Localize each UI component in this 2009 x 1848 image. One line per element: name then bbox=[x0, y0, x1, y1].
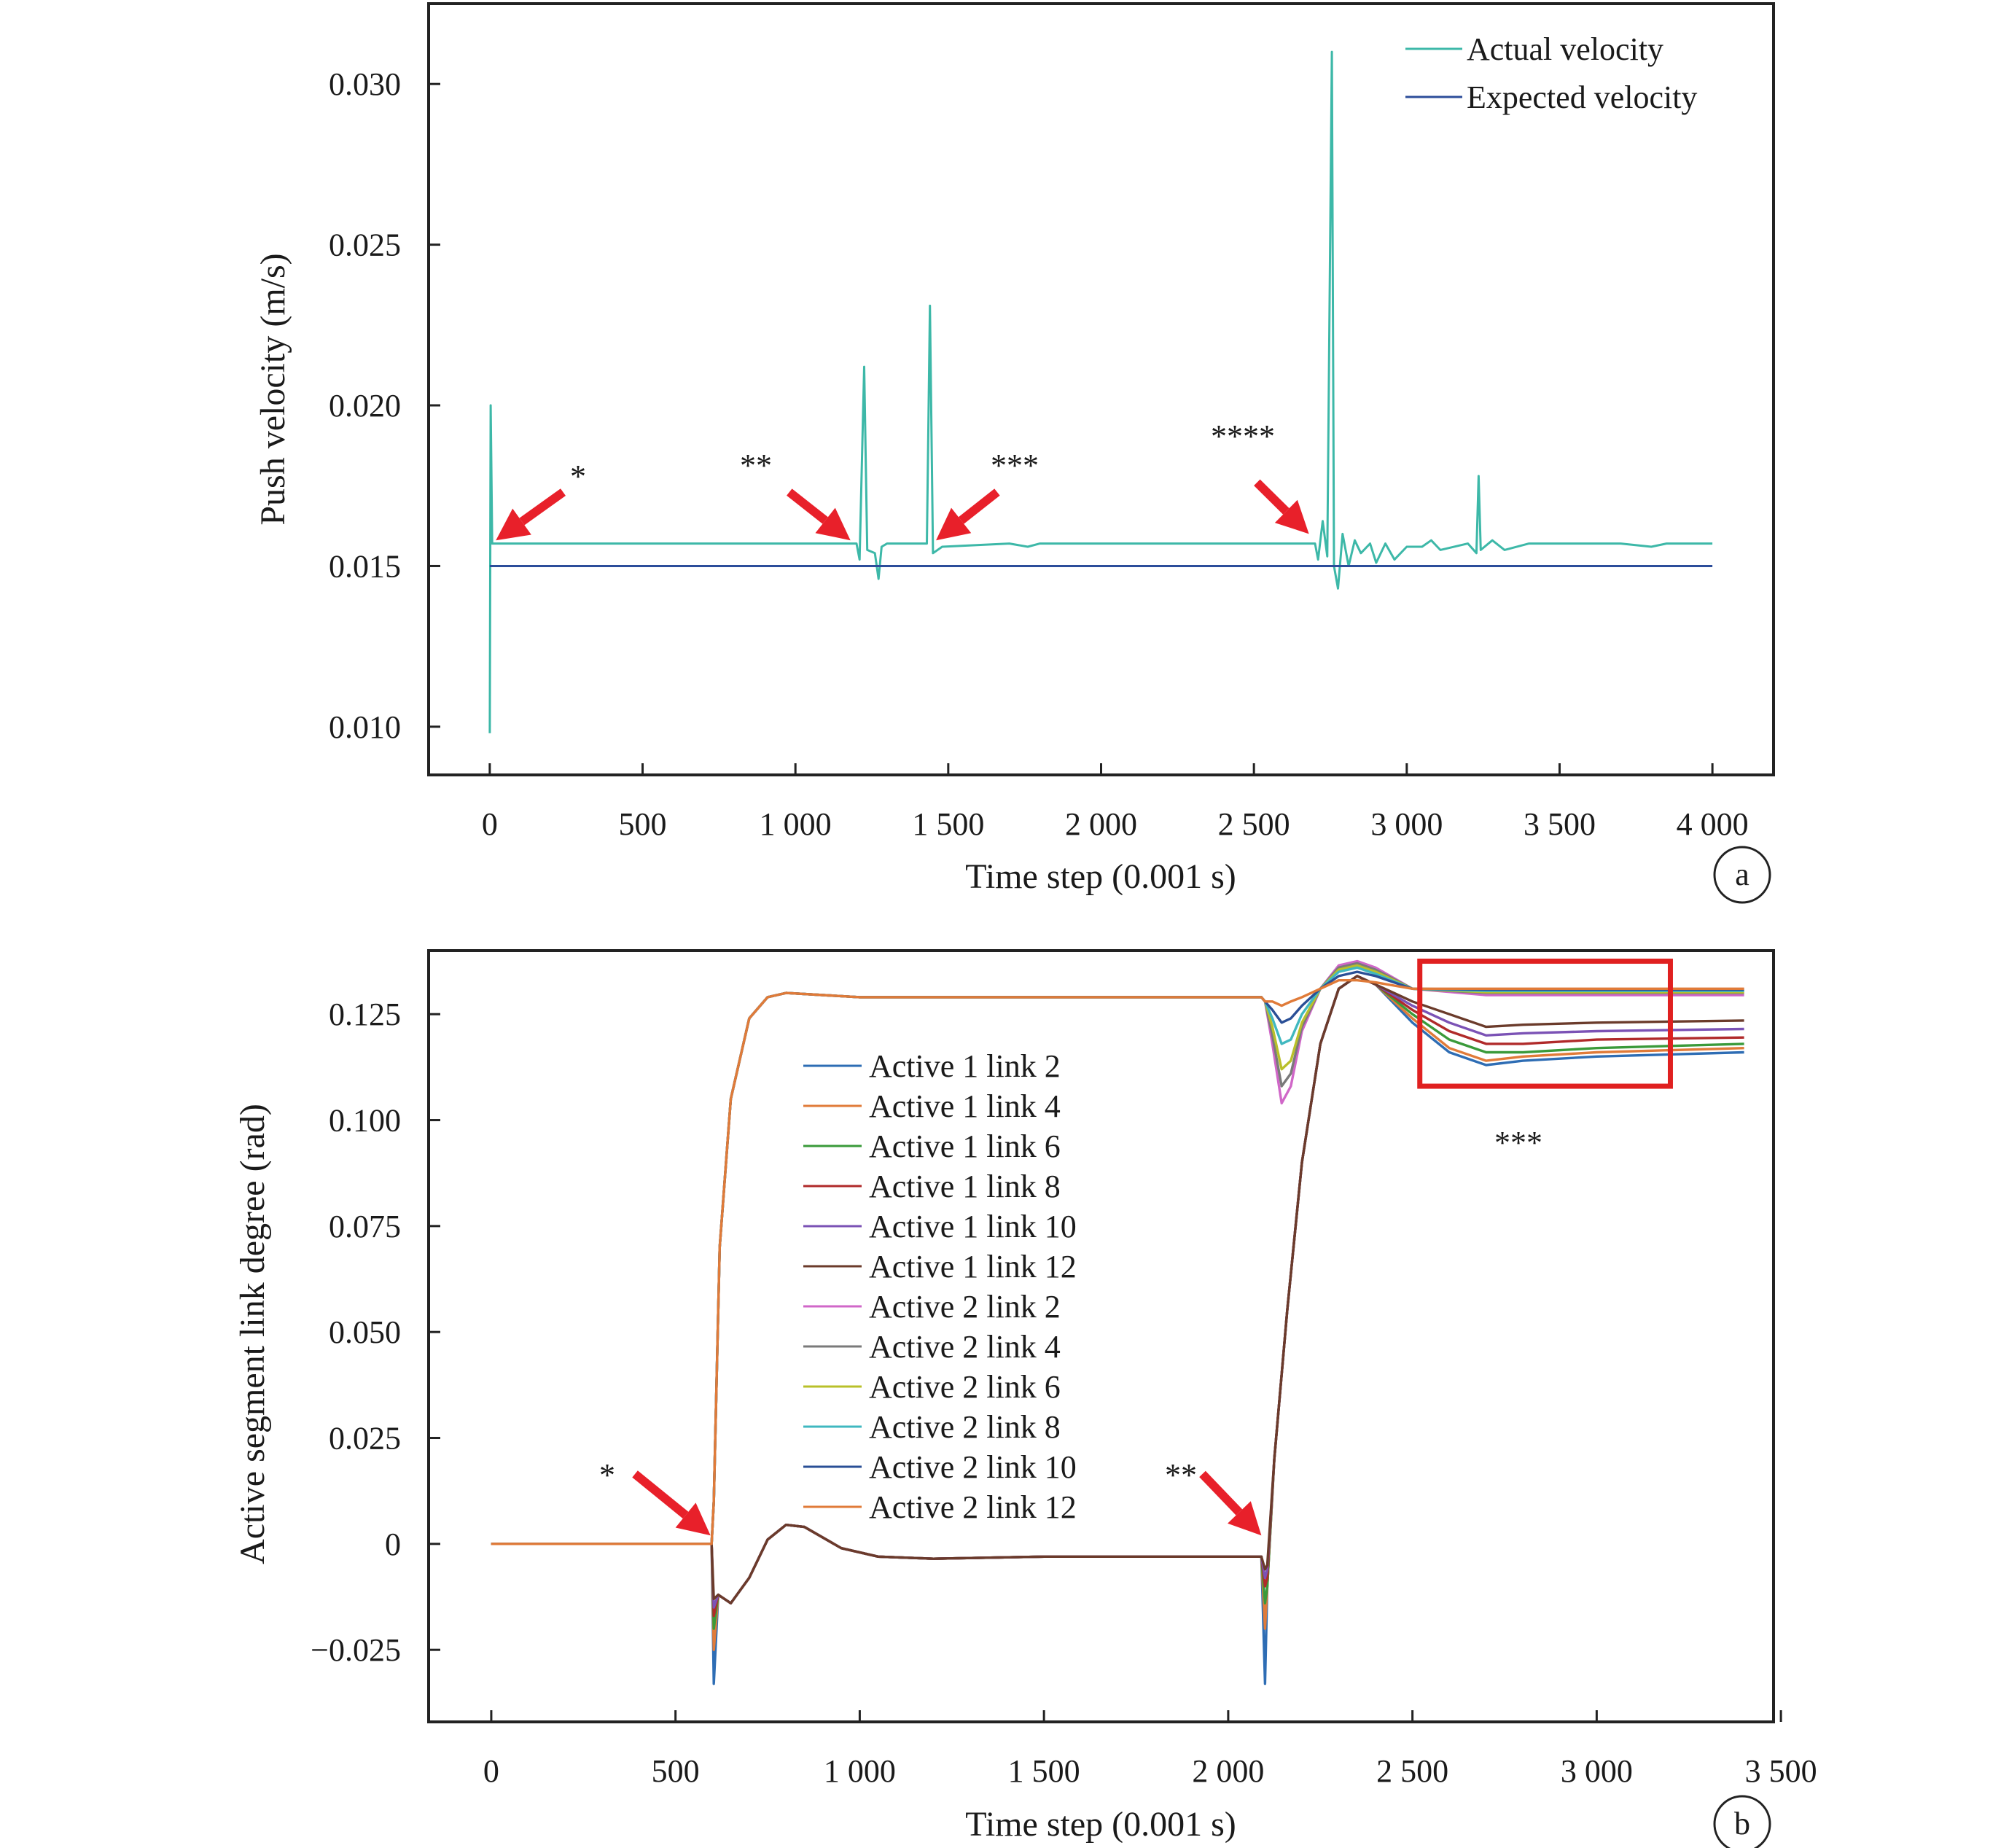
y-tick-label: 0.030 bbox=[329, 66, 401, 102]
y-tick-label: 0 bbox=[385, 1527, 401, 1562]
panel-a-letter-badge bbox=[1713, 846, 1771, 904]
panel-a-letter: a bbox=[1735, 857, 1749, 892]
panel-a-annotation-4: **** bbox=[1211, 418, 1275, 454]
panel-a-x-axis-title: Time step (0.001 s) bbox=[965, 857, 1236, 896]
x-tick-label: 500 bbox=[619, 806, 667, 842]
series-line-actual-velocity bbox=[488, 50, 1713, 733]
panel-b-x-axis-title: Time step (0.001 s) bbox=[965, 1805, 1236, 1844]
x-tick-label: 4 000 bbox=[1677, 806, 1749, 842]
panel-b-annotation-1: * bbox=[599, 1457, 615, 1493]
x-tick-label: 1 500 bbox=[912, 806, 984, 842]
panel-a-annotation-1: * bbox=[570, 459, 586, 494]
red-arrow bbox=[632, 1470, 711, 1536]
legend-label-active-2-link-10: Active 2 link 10 bbox=[869, 1449, 1077, 1485]
panel-b-annotation-3: *** bbox=[1494, 1125, 1542, 1161]
y-tick-label: 0.075 bbox=[329, 1209, 401, 1244]
panel-a-arrows-layer bbox=[496, 479, 1309, 541]
x-tick-label: 1 000 bbox=[824, 1753, 896, 1789]
x-tick-label: 500 bbox=[652, 1753, 700, 1789]
y-tick-label: 0.015 bbox=[329, 548, 401, 584]
panel-b-letter-badge bbox=[1713, 1795, 1771, 1848]
legend-label-active-2-link-4: Active 2 link 4 bbox=[869, 1329, 1061, 1365]
panel-b-arrows-layer bbox=[632, 1470, 1262, 1536]
y-tick-label: 0.125 bbox=[329, 997, 401, 1032]
x-tick-label: 3 500 bbox=[1524, 806, 1596, 842]
legend-label-active-2-link-6: Active 2 link 6 bbox=[869, 1369, 1061, 1405]
panel-b-y-axis-title: Active segment link degree (rad) bbox=[233, 1104, 272, 1564]
x-tick-label: 2 500 bbox=[1376, 1753, 1448, 1789]
x-tick-label: 1 000 bbox=[760, 806, 832, 842]
legend-label-active-1-link-6: Active 1 link 6 bbox=[869, 1128, 1061, 1164]
panel-a-annotation-3: *** bbox=[991, 448, 1039, 483]
panel-b-x-ticks: 0 500 1 000 1 500 2 000 2 500 3 000 3 500 bbox=[483, 1710, 1817, 1789]
x-tick-label: 0 bbox=[483, 1753, 499, 1789]
panel-a-legend: Actual velocity Expected velocity bbox=[1405, 31, 1697, 115]
legend-label-active-1-link-2: Active 1 link 2 bbox=[869, 1048, 1061, 1084]
panel-b-series-layer bbox=[491, 959, 1744, 1685]
x-tick-label: 0 bbox=[482, 806, 498, 842]
y-tick-label: 0.020 bbox=[329, 388, 401, 424]
panel-b-annotation-2: ** bbox=[1165, 1457, 1197, 1493]
y-tick-label: 0.025 bbox=[329, 1421, 401, 1457]
panel-b-highlight-box bbox=[1417, 959, 1673, 1089]
red-arrow bbox=[936, 488, 1000, 541]
legend-label-active-2-link-8: Active 2 link 8 bbox=[869, 1409, 1061, 1445]
red-arrow bbox=[1254, 479, 1309, 534]
panel-b-letter: b bbox=[1734, 1806, 1750, 1841]
legend-label-active-1-link-12: Active 1 link 12 bbox=[869, 1249, 1077, 1284]
panel-a-series-layer bbox=[488, 50, 1713, 733]
legend-label-active-1-link-8: Active 1 link 8 bbox=[869, 1169, 1061, 1204]
x-tick-label: 3 000 bbox=[1561, 1753, 1633, 1789]
y-tick-label: 0.100 bbox=[329, 1103, 401, 1139]
panel-a-annotation-2: ** bbox=[740, 448, 772, 483]
y-tick-label: 0.050 bbox=[329, 1314, 401, 1350]
series-line-active-2-link-12 bbox=[491, 979, 1744, 1545]
red-arrow bbox=[1199, 1470, 1262, 1536]
panel-b-legend: Active 1 link 2 Active 1 link 4 Active 1 l… bbox=[803, 1048, 1077, 1525]
y-tick-label: 0.025 bbox=[329, 227, 401, 263]
series-line-active-1-link-12 bbox=[491, 975, 1744, 1605]
legend-label-active-2-link-12: Active 2 link 12 bbox=[869, 1489, 1077, 1525]
y-tick-label: 0.010 bbox=[329, 709, 401, 745]
panel-b-y-ticks: −0.025 0 0.025 0.050 0.075 0.100 0.125 bbox=[311, 997, 440, 1668]
legend-label-actual-velocity: Actual velocity bbox=[1467, 31, 1663, 67]
panel-a-y-axis-title: Push velocity (m/s) bbox=[254, 253, 292, 525]
red-arrow bbox=[496, 488, 566, 541]
x-tick-label: 3 000 bbox=[1370, 806, 1443, 842]
panel-a-y-ticks: 0.010 0.015 0.020 0.025 0.030 bbox=[329, 66, 440, 745]
x-tick-label: 2 000 bbox=[1065, 806, 1137, 842]
panel-b-frame bbox=[427, 949, 1775, 1723]
panel-a-x-ticks: 0 500 1 000 1 500 2 000 2 500 3 000 3 500 4 000 bbox=[482, 763, 1749, 842]
x-tick-label: 3 500 bbox=[1745, 1753, 1817, 1789]
legend-label-expected-velocity: Expected velocity bbox=[1467, 79, 1697, 115]
x-tick-label: 2 500 bbox=[1218, 806, 1290, 842]
red-arrow bbox=[787, 488, 851, 541]
legend-label-active-1-link-10: Active 1 link 10 bbox=[869, 1209, 1077, 1244]
y-tick-label: −0.025 bbox=[311, 1632, 401, 1668]
panel-a-chart: 0 500 1 000 1 500 2 000 2 500 3 000 3 500 4 000 … bbox=[254, 2, 1775, 904]
panel-b-chart: 0 500 1 000 1 500 2 000 2 500 3 000 3 500 −0.02… bbox=[233, 949, 1817, 1848]
legend-label-active-2-link-2: Active 2 link 2 bbox=[869, 1289, 1061, 1325]
x-tick-label: 2 000 bbox=[1192, 1753, 1264, 1789]
x-tick-label: 1 500 bbox=[1008, 1753, 1080, 1789]
legend-label-active-1-link-4: Active 1 link 4 bbox=[869, 1088, 1061, 1124]
